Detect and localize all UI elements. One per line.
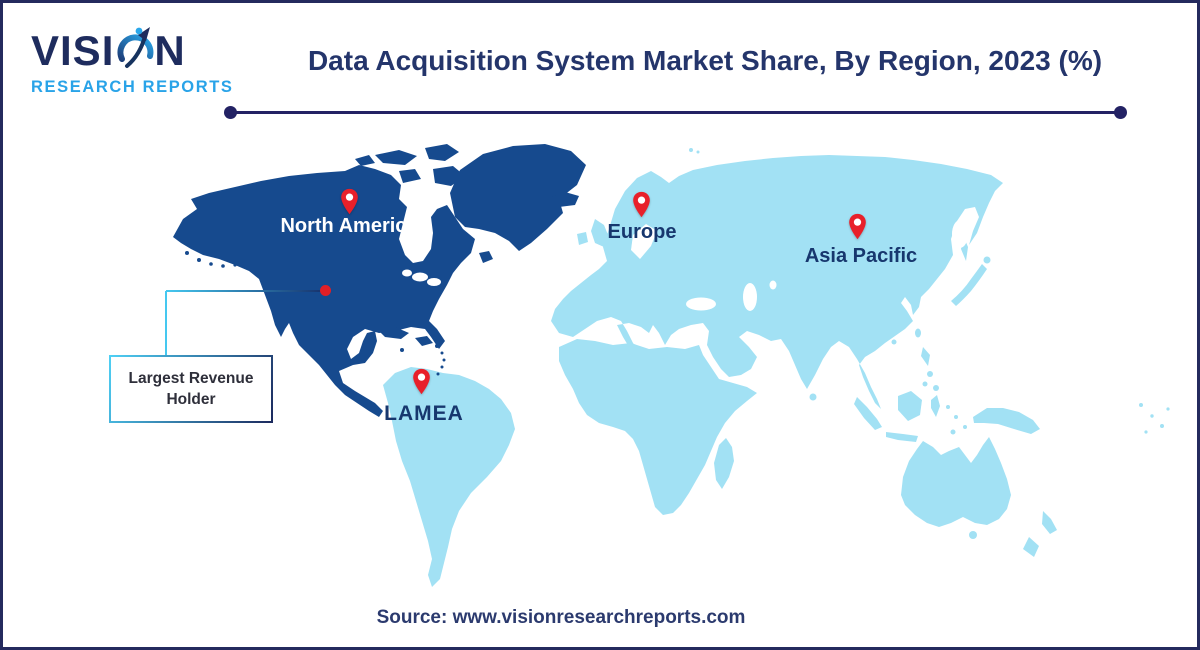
new-guinea-island — [973, 408, 1040, 434]
australia-landmass — [901, 437, 1011, 527]
cuba — [379, 327, 409, 339]
jamaica — [400, 348, 404, 352]
divider-dot-left — [224, 105, 237, 119]
madagascar-island — [714, 438, 734, 489]
brand-name-part2: N — [154, 27, 186, 74]
sulawesi-island — [931, 395, 940, 417]
title-divider — [224, 105, 1127, 119]
caspian-sea — [743, 283, 757, 311]
pacific-micro-islands — [1139, 403, 1170, 434]
world-map — [173, 144, 1170, 587]
tasmania-island — [969, 531, 977, 539]
lesser-antilles — [436, 351, 446, 376]
hispaniola — [415, 336, 433, 346]
callout-text: Largest Revenue Holder — [128, 370, 254, 408]
baltic-sea — [631, 224, 657, 259]
africa-landmass — [559, 339, 757, 515]
aleutian-islands — [185, 251, 237, 268]
region-label-europe: Europe — [607, 221, 677, 243]
hainan-island — [891, 339, 897, 345]
region-label-lamea: LAMEA — [384, 402, 464, 425]
newfoundland — [479, 251, 493, 263]
divider-dot-right — [1114, 105, 1127, 119]
source-text: Source: www.visionresearchreports.com — [376, 607, 746, 628]
iceland — [551, 192, 579, 207]
callout-connector-vertical — [165, 291, 167, 356]
philippines-islands — [921, 347, 930, 366]
new-zealand-north — [1042, 511, 1057, 534]
brand-name: VISI N — [31, 25, 234, 77]
new-zealand-south — [1023, 537, 1039, 557]
japan-islands — [951, 264, 987, 306]
hokkaido-island — [983, 256, 991, 264]
callout-anchor-dot — [320, 285, 331, 296]
asia-pacific-pin-icon — [849, 213, 866, 240]
sri-lanka-island — [809, 393, 817, 401]
bahamas — [420, 320, 430, 330]
brand-tagline: RESEARCH REPORTS — [31, 78, 234, 96]
world-land-group — [383, 148, 1170, 587]
taiwan-island — [915, 328, 921, 338]
callout-box: Largest Revenue Holder — [109, 355, 273, 423]
sumatra-island — [854, 397, 882, 430]
sea-of-okhotsk — [952, 220, 968, 248]
inland-seas-group — [631, 220, 968, 311]
brand-logo: VISI N RESEARCH REPORTS — [31, 25, 234, 97]
black-sea — [686, 297, 716, 311]
uk-island — [591, 219, 608, 247]
greenland — [450, 144, 586, 251]
brand-swoosh-icon — [117, 27, 154, 68]
page-title: Data Acquisition System Market Share, By… — [307, 45, 1103, 76]
callout-connector-horizontal — [166, 290, 326, 292]
arctic-islands — [375, 150, 417, 165]
lamea-pin-icon — [413, 368, 430, 395]
south-america-landmass — [383, 367, 515, 587]
aral-sea — [769, 280, 777, 290]
europe-pin-icon — [633, 191, 650, 218]
borneo-island — [898, 391, 922, 421]
brand-name-part1: VISI — [31, 27, 115, 74]
eurasia-landmass — [551, 155, 1003, 409]
java-island — [886, 432, 918, 442]
ireland-island — [577, 232, 588, 245]
region-label-asia-pacific: Asia Pacific — [804, 245, 918, 267]
great-lakes-group — [402, 269, 441, 286]
north-america-pin-icon — [341, 188, 358, 215]
region-label-north-america: North America — [280, 215, 418, 237]
